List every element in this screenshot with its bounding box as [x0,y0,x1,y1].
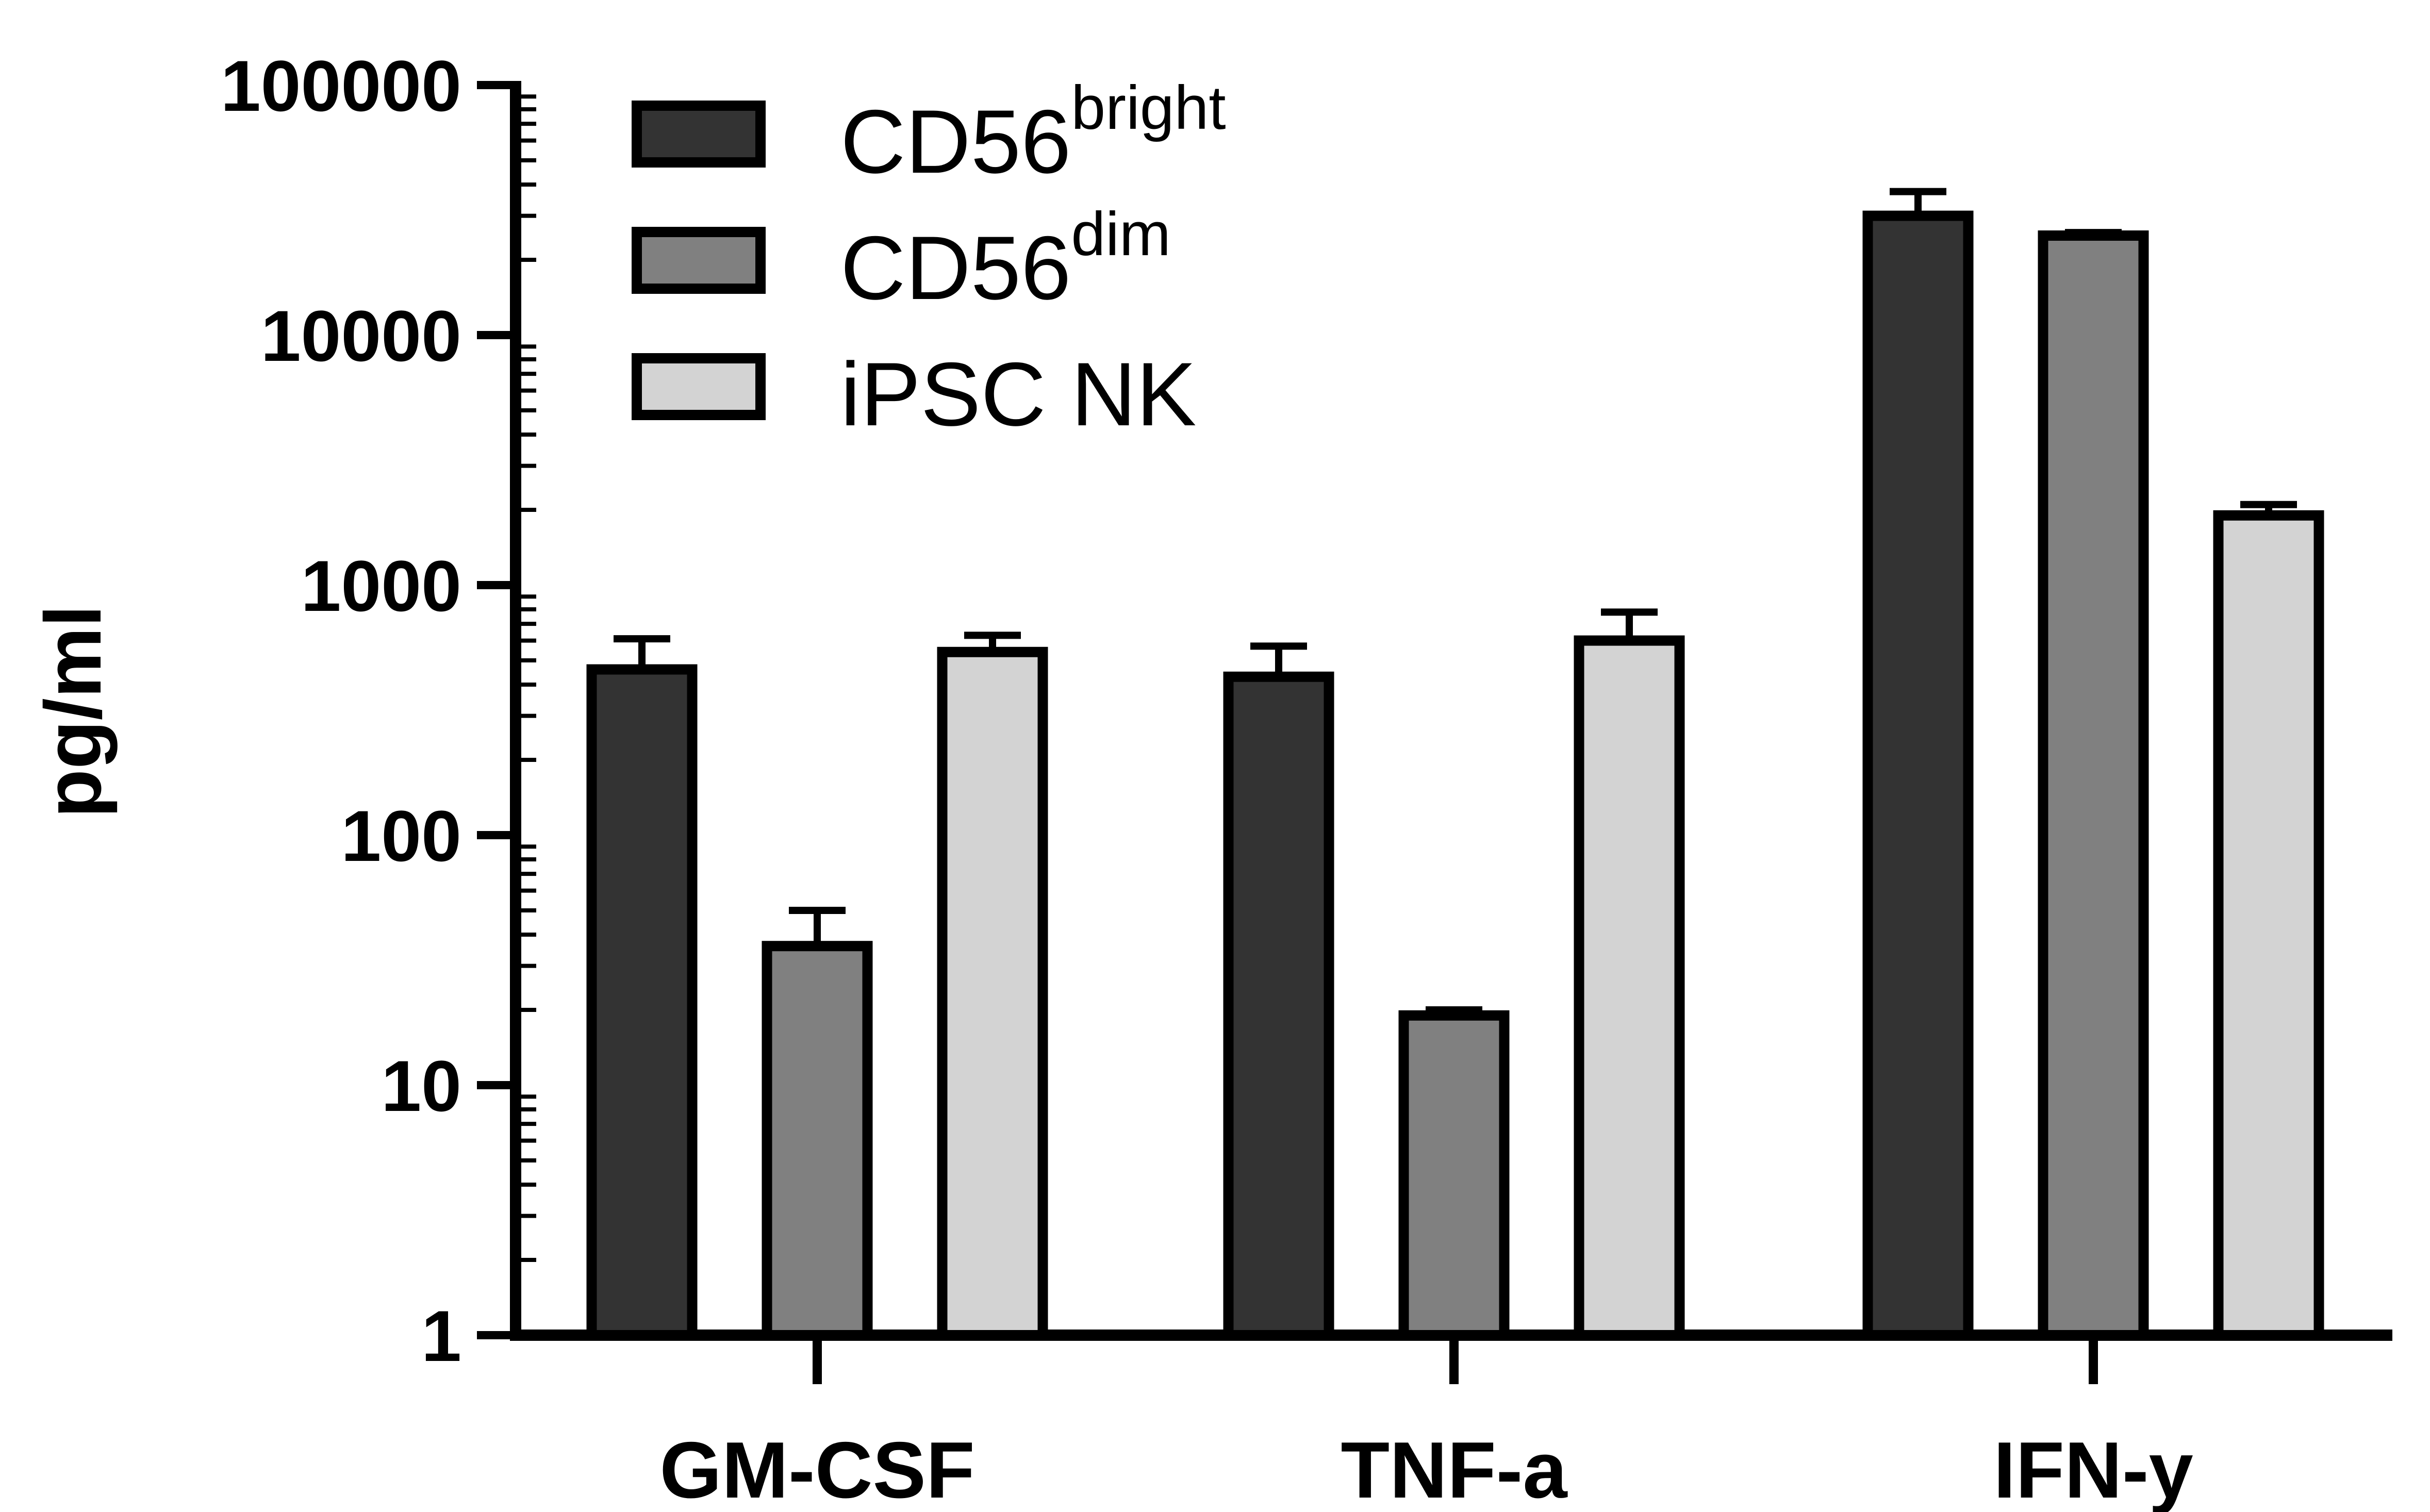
bar [762,941,873,1340]
bar [937,646,1048,1340]
bar [586,664,698,1340]
legend-label-superscript: bright [1071,73,1226,142]
y-axis-title: pg/ml [28,605,118,818]
bar [2038,230,2149,1341]
y-tick-label: 1000 [301,545,461,626]
y-tick-label: 100000 [221,45,461,126]
x-tick-label: IFN-y [1993,1425,2193,1512]
y-tick-label: 1 [421,1295,461,1376]
x-tick-label: GM-CSF [659,1425,974,1512]
legend-label: CD56bright [840,73,1226,192]
bar [2213,510,2324,1341]
bar [1398,1010,1510,1340]
legend-label: CD56dim [840,200,1171,319]
x-axis: GM-CSF TNF-a IFN-y [510,1330,2392,1512]
x-tick-label: TNF-a [1341,1425,1568,1512]
y-tick-label: 10 [381,1045,461,1126]
y-tick-label: 100 [341,795,461,876]
legend-swatch [632,101,766,168]
legend-label-superscript: dim [1071,200,1170,269]
y-axis: 1 10 100 1000 10000 100000 [221,45,536,1376]
y-tick-label: 10000 [261,295,461,376]
legend-swatch [632,353,766,420]
bar [1574,635,1685,1340]
legend-label: iPSC NK [840,344,1196,445]
bar [1223,671,1334,1340]
bars [586,188,2324,1341]
bar [1862,210,1974,1340]
legend-swatch [632,227,766,294]
